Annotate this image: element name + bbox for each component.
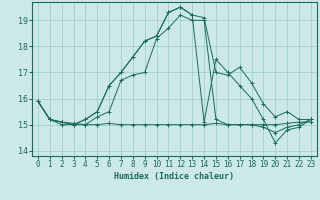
- X-axis label: Humidex (Indice chaleur): Humidex (Indice chaleur): [115, 172, 234, 181]
